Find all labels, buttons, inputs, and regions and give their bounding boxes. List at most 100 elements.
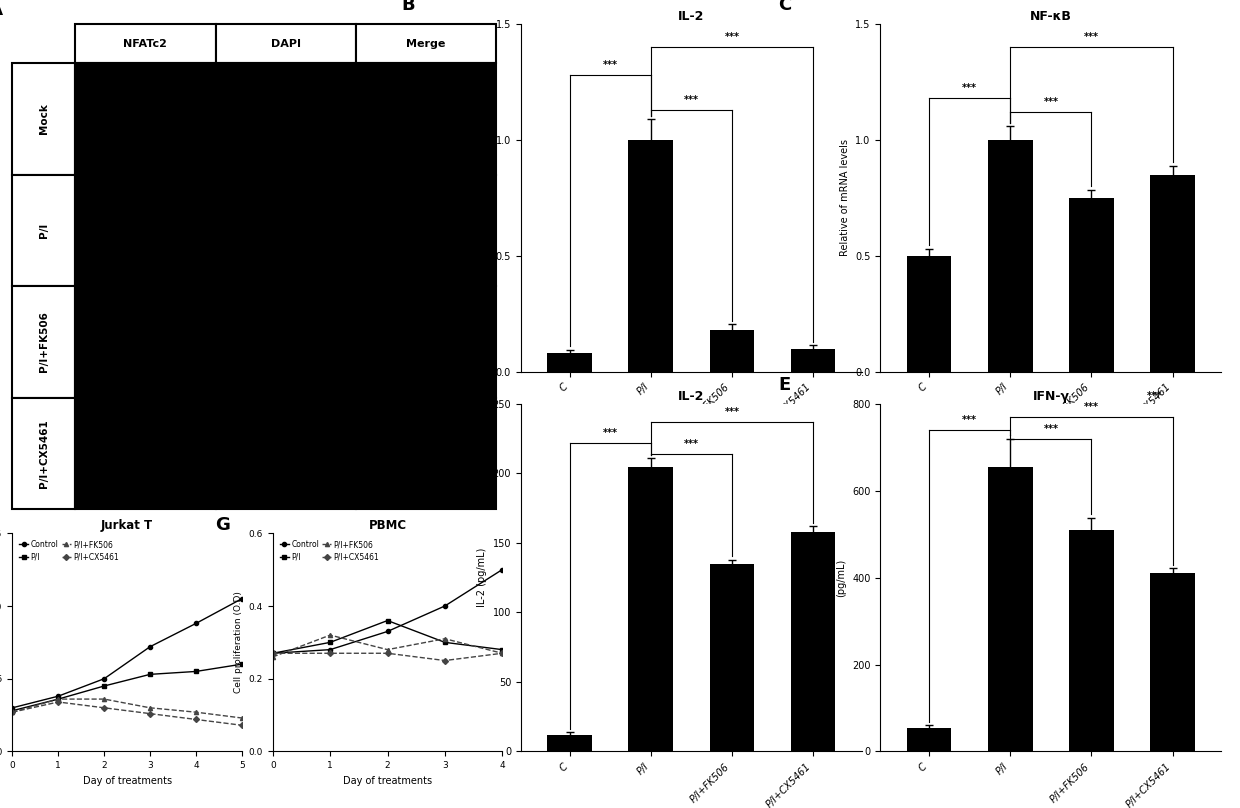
Text: G: G [216, 516, 231, 534]
Legend: Control, P/I, P/I+FK506, P/I+CX5461: Control, P/I, P/I+FK506, P/I+CX5461 [16, 537, 122, 565]
Bar [356, 175, 496, 286]
P/I+CX5461 [265, 648, 280, 658]
Bar [76, 24, 216, 63]
Text: P/I+FK506: P/I+FK506 [38, 311, 48, 372]
Bar [709, 330, 754, 372]
Bar [356, 24, 496, 63]
P/I [5, 706, 20, 716]
Title: IL-2: IL-2 [678, 10, 704, 23]
P/I+FK506 [322, 630, 337, 640]
Text: ***: *** [1043, 423, 1059, 434]
P/I [97, 681, 112, 691]
Line: P/I+CX5461: P/I+CX5461 [270, 651, 505, 663]
Bar [906, 727, 951, 751]
Control [51, 692, 66, 701]
Bar [1069, 530, 1114, 751]
Text: ***: *** [603, 60, 618, 70]
Text: D: D [402, 377, 417, 394]
P/I+FK506 [97, 694, 112, 704]
P/I+FK506 [143, 703, 157, 713]
Text: ***: *** [1084, 402, 1099, 412]
Text: ***: *** [724, 407, 739, 417]
Line: P/I+FK506: P/I+FK506 [270, 633, 505, 659]
P/I [495, 645, 510, 654]
Line: Control: Control [270, 567, 505, 655]
Text: NFATc2: NFATc2 [124, 39, 167, 48]
Control [495, 565, 510, 574]
P/I+FK506 [188, 707, 203, 717]
P/I [379, 616, 394, 625]
Line: P/I: P/I [10, 662, 244, 713]
P/I [143, 670, 157, 680]
Text: DAPI: DAPI [270, 39, 300, 48]
P/I+CX5461 [97, 703, 112, 713]
Bar [356, 286, 496, 398]
P/I+FK506 [438, 633, 453, 643]
Text: E: E [779, 377, 790, 394]
Bar [629, 466, 673, 751]
Text: Mock: Mock [38, 103, 48, 134]
Y-axis label: Relative of mRNA levels: Relative of mRNA levels [480, 140, 490, 256]
Bar [791, 532, 836, 751]
P/I+FK506 [265, 652, 280, 662]
Text: ***: *** [1084, 32, 1099, 42]
P/I+CX5461 [234, 721, 249, 730]
Text: ***: *** [962, 83, 977, 93]
P/I+CX5461 [322, 648, 337, 658]
P/I [265, 648, 280, 658]
P/I+CX5461 [379, 648, 394, 658]
Y-axis label: IL-2 (pg/mL): IL-2 (pg/mL) [477, 548, 487, 608]
P/I [188, 667, 203, 676]
P/I [438, 638, 453, 647]
P/I+FK506 [234, 713, 249, 723]
Bar [791, 348, 836, 372]
Bar [12, 398, 76, 509]
Bar [988, 467, 1033, 751]
Bar [216, 63, 356, 175]
Control [265, 648, 280, 658]
Text: ***: *** [603, 427, 618, 438]
Bar [76, 175, 216, 286]
Text: ***: *** [962, 415, 977, 425]
P/I [322, 638, 337, 647]
Control [143, 642, 157, 651]
Line: P/I: P/I [270, 618, 505, 655]
Control [188, 619, 203, 629]
Legend: Control, P/I, P/I+FK506, P/I+CX5461: Control, P/I, P/I+FK506, P/I+CX5461 [277, 537, 382, 565]
P/I [51, 694, 66, 704]
Control [97, 674, 112, 684]
P/I+CX5461 [143, 709, 157, 718]
Control [379, 627, 394, 637]
Line: P/I+CX5461: P/I+CX5461 [10, 700, 244, 727]
Text: B: B [402, 0, 415, 15]
Y-axis label: Relative of mRNA levels: Relative of mRNA levels [839, 140, 849, 256]
Bar [216, 398, 356, 509]
Bar [1069, 198, 1114, 372]
Control [234, 594, 249, 604]
Title: IL-2: IL-2 [678, 389, 704, 403]
P/I+CX5461 [438, 656, 453, 666]
Text: C: C [779, 0, 791, 15]
Bar [12, 286, 76, 398]
P/I [234, 659, 249, 669]
Text: P/I: P/I [38, 223, 48, 238]
Bar [547, 353, 591, 372]
Bar [216, 286, 356, 398]
Bar [988, 140, 1033, 372]
Y-axis label: Cell proliferation (O.D): Cell proliferation (O.D) [234, 591, 243, 693]
Bar [1151, 175, 1195, 372]
Text: ***: *** [1043, 97, 1059, 107]
Bar [356, 63, 496, 175]
Line: Control: Control [10, 596, 244, 710]
P/I+CX5461 [188, 714, 203, 724]
Text: P/I+CX5461: P/I+CX5461 [38, 419, 48, 488]
Text: ***: *** [683, 95, 699, 105]
Bar [12, 175, 76, 286]
Bar [216, 175, 356, 286]
Bar [629, 140, 673, 372]
X-axis label: Day of treatments: Day of treatments [343, 776, 432, 785]
Bar [76, 63, 216, 175]
Control [5, 703, 20, 713]
Title: NF-κB: NF-κB [1030, 10, 1071, 23]
Title: Jurkat T: Jurkat T [100, 519, 154, 532]
